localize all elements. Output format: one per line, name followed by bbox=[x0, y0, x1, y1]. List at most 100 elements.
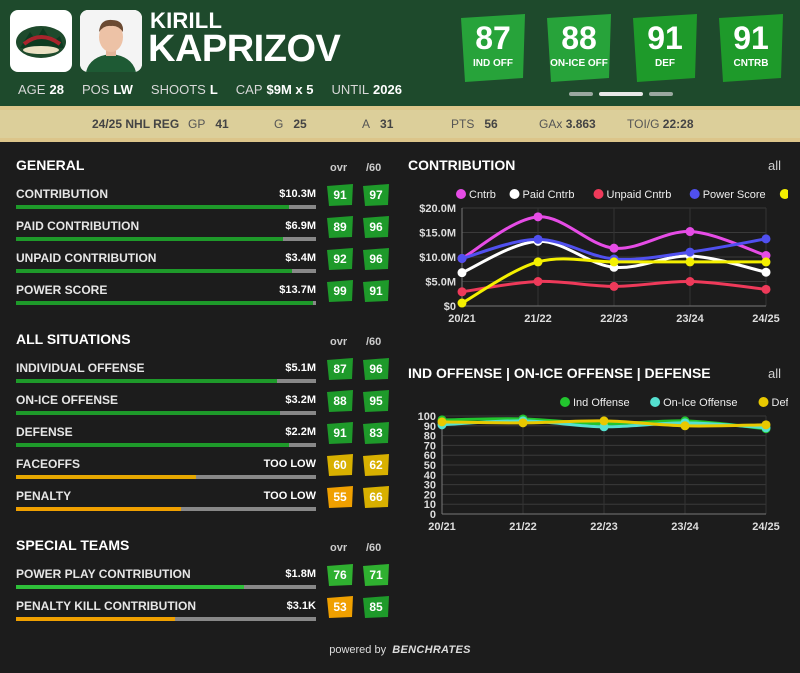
per60-rating-badge-value: 62 bbox=[369, 458, 383, 472]
col-ovr: ovr bbox=[330, 162, 348, 174]
legend-marker bbox=[758, 397, 769, 407]
badge-def[interactable]: 91 DEF bbox=[629, 12, 701, 84]
metric-bar-fill bbox=[16, 379, 277, 383]
metric-value: $3.2M bbox=[285, 394, 316, 406]
x-tick-label: 21/22 bbox=[509, 521, 537, 533]
stat-points: PTS 56 bbox=[451, 117, 498, 131]
legend-label: Ind Offense bbox=[573, 397, 630, 409]
metric-bar bbox=[16, 205, 316, 209]
data-point bbox=[437, 417, 447, 427]
metric-value: $6.9M bbox=[285, 220, 316, 232]
carousel-dot-active[interactable] bbox=[599, 92, 643, 96]
metric-bar bbox=[16, 269, 316, 273]
data-point bbox=[457, 298, 467, 308]
per60-rating-badge: 96 bbox=[361, 215, 391, 239]
legend-marker bbox=[509, 189, 520, 199]
col-per60: /60 bbox=[366, 542, 382, 554]
until-value: 2026 bbox=[373, 82, 402, 97]
per60-rating-badge-value: 66 bbox=[369, 490, 383, 504]
metric-bar-fill bbox=[16, 205, 289, 209]
x-tick-label: 23/24 bbox=[676, 313, 704, 325]
badge-cntrb[interactable]: 91 CNTRB bbox=[715, 12, 787, 84]
per60-rating-badge: 91 bbox=[361, 279, 391, 303]
offense-all-link[interactable]: all bbox=[768, 366, 782, 381]
x-tick-label: 21/22 bbox=[524, 313, 552, 325]
per60-rating-badge: 96 bbox=[361, 357, 391, 381]
y-tick-label: $20.0M bbox=[419, 203, 456, 215]
per60-rating-badge-value: 96 bbox=[369, 220, 383, 234]
col-per60: /60 bbox=[366, 336, 382, 348]
metric-bar-fill bbox=[16, 585, 244, 589]
all-situations-title: ALL SITUATIONS bbox=[16, 331, 131, 347]
y-tick-label: 10 bbox=[424, 499, 436, 511]
badge-ind-off[interactable]: 87 IND OFF bbox=[457, 12, 529, 84]
carousel-dot[interactable] bbox=[649, 92, 673, 96]
ovr-rating-badge-value: 91 bbox=[333, 426, 347, 440]
x-tick-label: 22/23 bbox=[590, 521, 618, 533]
badge-label: IND OFF bbox=[473, 58, 513, 69]
ovr-rating-badge: 91 bbox=[325, 421, 355, 445]
x-tick-label: 22/23 bbox=[600, 313, 628, 325]
y-tick-label: $10.0M bbox=[419, 252, 456, 264]
carousel-dot[interactable] bbox=[569, 92, 593, 96]
x-tick-label: 20/21 bbox=[448, 313, 476, 325]
metric-label: UNPAID CONTRIBUTION bbox=[16, 251, 157, 265]
legend-marker bbox=[560, 397, 570, 407]
special-teams-title: SPECIAL TEAMS bbox=[16, 537, 130, 553]
offense-chart-title: IND OFFENSE | ON-ICE OFFENSE | DEFENSE bbox=[408, 365, 711, 381]
metric-bar-fill bbox=[16, 411, 280, 415]
cap-value: $9M x 5 bbox=[266, 82, 314, 97]
metric-label: POWER SCORE bbox=[16, 283, 108, 297]
metric-label: PAID CONTRIBUTION bbox=[16, 219, 140, 233]
per60-rating-badge-value: 95 bbox=[369, 394, 383, 408]
legend-marker bbox=[650, 397, 661, 407]
data-point bbox=[533, 234, 543, 244]
contribution-chart-title: CONTRIBUTION bbox=[408, 157, 516, 173]
metric-value: $2.2M bbox=[285, 426, 316, 438]
metric-label: PENALTY bbox=[16, 489, 72, 503]
metric-label: POWER PLAY CONTRIBUTION bbox=[16, 567, 191, 581]
y-tick-label: 0 bbox=[430, 509, 436, 521]
badge-shape-icon bbox=[633, 14, 697, 82]
data-point bbox=[761, 234, 771, 244]
y-tick-label: $5.0M bbox=[425, 277, 456, 289]
data-point bbox=[761, 267, 771, 277]
legend-label: Unpaid Cntrb bbox=[607, 189, 672, 201]
player-info-line: AGE 28 POS LW SHOOTS L CAP $9M x 5 UNTIL 2026 bbox=[18, 82, 420, 97]
metric-label: PENALTY KILL CONTRIBUTION bbox=[16, 599, 196, 613]
y-tick-label: 90 bbox=[424, 421, 436, 433]
data-point bbox=[533, 277, 543, 286]
footer-brand[interactable]: BENCHRATES bbox=[392, 644, 471, 656]
cap-label: CAP bbox=[235, 82, 263, 97]
player-first-name: KIRILL bbox=[150, 8, 223, 33]
y-tick-label: 30 bbox=[424, 480, 436, 492]
data-point bbox=[533, 212, 543, 222]
player-last-name: KAPRIZOV bbox=[148, 28, 341, 70]
x-tick-label: 24/25 bbox=[752, 521, 780, 533]
col-per60: /60 bbox=[366, 162, 382, 174]
chart-background bbox=[408, 180, 788, 336]
general-title: GENERAL bbox=[16, 157, 85, 173]
y-tick-label: 100 bbox=[418, 411, 436, 423]
badge-on-ice-off[interactable]: 88 ON-ICE OFF bbox=[543, 12, 615, 84]
y-tick-label: $15.0M bbox=[419, 228, 456, 240]
team-logo bbox=[10, 10, 72, 72]
data-point bbox=[457, 287, 467, 297]
badge-value: 87 bbox=[475, 20, 511, 56]
x-tick-label: 24/25 bbox=[752, 313, 780, 325]
data-point bbox=[761, 284, 771, 294]
data-point bbox=[609, 243, 619, 253]
contribution-all-link[interactable]: all bbox=[768, 158, 782, 173]
data-point bbox=[761, 251, 771, 261]
col-ovr: ovr bbox=[330, 542, 348, 554]
legend-marker bbox=[779, 189, 788, 199]
metric-bar bbox=[16, 585, 316, 589]
metric-bar bbox=[16, 475, 316, 479]
per60-rating-badge-value: 83 bbox=[369, 426, 383, 440]
x-tick-label: 23/24 bbox=[671, 521, 699, 533]
data-point bbox=[761, 257, 771, 267]
y-tick-label: 40 bbox=[424, 470, 436, 482]
metric-bar-fill bbox=[16, 443, 289, 447]
chart-background bbox=[408, 388, 788, 540]
metric-bar bbox=[16, 617, 316, 621]
